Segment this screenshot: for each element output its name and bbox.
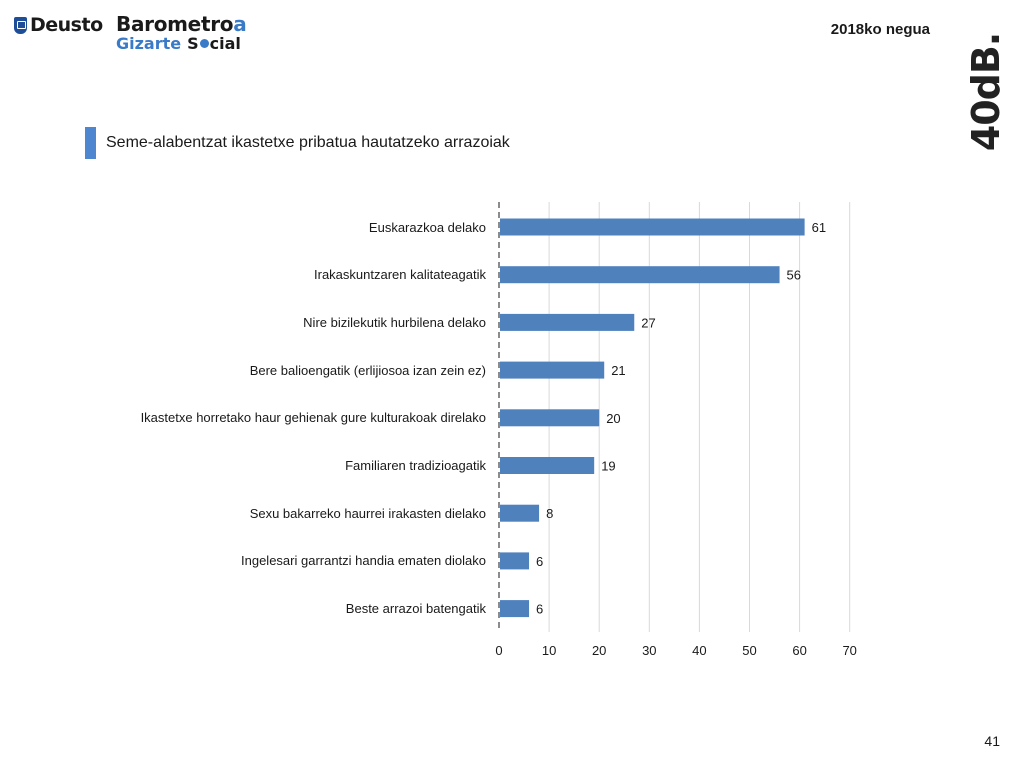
deusto-shield-icon bbox=[14, 16, 27, 34]
bar bbox=[500, 504, 540, 522]
category-label: Euskarazkoa delako bbox=[368, 219, 486, 235]
category-label: Familiaren tradizioagatik bbox=[345, 458, 486, 473]
barometro-logo-accent: a bbox=[233, 12, 247, 36]
bar-chart: 0 10 20 30 40 50 60 70 61 56 27 21 20 19 8 6 6 Euskarazk… bbox=[0, 190, 1024, 670]
category-label: Sexu bakarreko haurrei irakasten dielako bbox=[249, 505, 486, 521]
brand-logo-text: 40dB. bbox=[964, 32, 1008, 152]
x-tick-label: 30 bbox=[642, 643, 656, 658]
bar-value-label: 21 bbox=[611, 363, 625, 378]
x-tick-label: 50 bbox=[742, 643, 756, 658]
bar-value-label: 19 bbox=[601, 459, 615, 474]
x-tick-label: 0 bbox=[495, 643, 502, 658]
brand-logo-40db: 40dB. bbox=[964, 33, 1008, 151]
category-label: Irakaskuntzaren kalitateagatik bbox=[314, 267, 486, 283]
deusto-logo: Deusto bbox=[14, 14, 103, 36]
bar-value-label: 20 bbox=[606, 411, 620, 426]
bar-chart-svg: 0 10 20 30 40 50 60 70 61 56 27 21 20 19 8 6 6 bbox=[495, 202, 857, 658]
category-label: Ikastetxe horretako haur gehienak gure k… bbox=[140, 410, 486, 426]
barometro-logo-social-end: cial bbox=[209, 34, 241, 53]
category-label: Nire bizilekutik hurbilena delako bbox=[303, 314, 486, 330]
bar-value-label: 6 bbox=[536, 554, 543, 569]
x-tick-label: 60 bbox=[792, 643, 806, 658]
category-label: Bere balioengatik (erlijiosoa izan zein … bbox=[249, 362, 486, 378]
slide-title: Seme-alabentzat ikastetxe pribatua hauta… bbox=[106, 134, 510, 151]
bar bbox=[500, 600, 530, 618]
page-number: 41 bbox=[984, 733, 1000, 749]
bar bbox=[500, 218, 805, 236]
x-tick-label: 70 bbox=[842, 643, 856, 658]
x-tick-label: 20 bbox=[592, 643, 606, 658]
season-label: 2018ko negua bbox=[830, 21, 930, 38]
x-tick-label: 10 bbox=[542, 643, 556, 658]
logo-dot-icon bbox=[199, 39, 209, 48]
category-label: Beste arrazoi batengatik bbox=[345, 601, 486, 617]
bar bbox=[500, 552, 530, 570]
barometro-logo-gizarte: Gizarte bbox=[116, 34, 182, 53]
x-tick-label: 40 bbox=[692, 643, 706, 658]
category-label: Ingelesari garrantzi handia ematen diola… bbox=[241, 553, 486, 569]
barometro-logo-social-start: S bbox=[187, 34, 199, 53]
deusto-logo-text: Deusto bbox=[30, 14, 103, 36]
bar bbox=[500, 361, 605, 379]
barometro-logo-main: Barometro bbox=[116, 12, 234, 36]
bar-value-label: 8 bbox=[546, 506, 553, 521]
bar bbox=[500, 457, 595, 474]
bar bbox=[500, 266, 780, 284]
title-accent-bar bbox=[85, 127, 96, 159]
bar-value-label: 27 bbox=[641, 315, 655, 330]
bar bbox=[500, 409, 600, 427]
bar-value-label: 61 bbox=[812, 220, 826, 235]
bar-value-label: 6 bbox=[536, 602, 543, 617]
bar bbox=[500, 313, 635, 331]
bar-value-label: 56 bbox=[787, 268, 801, 283]
